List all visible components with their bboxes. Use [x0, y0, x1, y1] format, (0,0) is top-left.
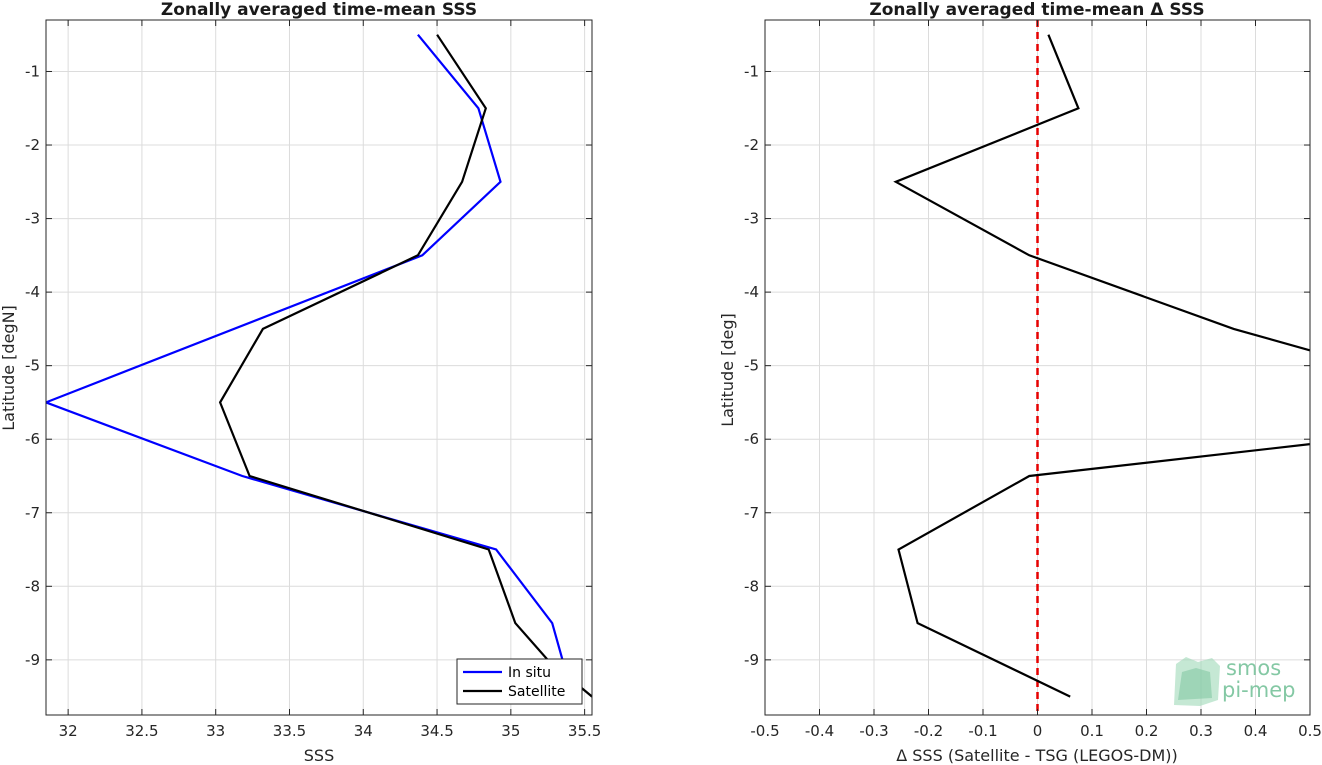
chart-title: Zonally averaged time-mean Δ SSS [869, 0, 1204, 20]
legend: In situ Satellite [456, 658, 583, 705]
y-tick-label: -3 [25, 210, 40, 228]
logo-text-pi-mep: pi-mep [1222, 678, 1295, 702]
x-tick-label: 32 [59, 722, 78, 740]
x-tick-label: 0 [1033, 722, 1043, 740]
y-axis-label: Latitude [degN] [0, 305, 18, 431]
y-tick-label: -9 [744, 651, 759, 669]
x-tick-label: 35 [501, 722, 520, 740]
y-tick-label: -1 [25, 62, 40, 80]
x-tick-label: 0.4 [1244, 722, 1268, 740]
x-axis-label: Δ SSS (Satellite - TSG (LEGOS-DM)) [896, 746, 1178, 765]
x-tick-label: -0.5 [750, 722, 779, 740]
x-tick-label: 32.5 [125, 722, 158, 740]
y-tick-label: -7 [25, 504, 40, 522]
chart-title: Zonally averaged time-mean SSS [161, 0, 477, 20]
delta-sss-profile-chart: -0.5 -0.4 -0.3 -0.2 -0.1 0 0.1 0.2 0.3 0.4 0.5 -1 -2… [718, 0, 1322, 765]
series-line-delta [893, 34, 1310, 698]
y-tick-label: -7 [744, 504, 759, 522]
logo-text-smos: smos [1226, 656, 1281, 680]
x-tick-label: 0.1 [1080, 722, 1104, 740]
smos-pi-mep-logo: smos pi-mep [1174, 656, 1295, 706]
x-tick-label: -0.2 [914, 722, 943, 740]
y-tick-label: -8 [744, 577, 759, 595]
legend-box [456, 658, 583, 705]
x-tick-label: 0.5 [1298, 722, 1322, 740]
series-group [893, 20, 1310, 715]
y-tick-label: -5 [25, 357, 40, 375]
tick-group: -0.5 -0.4 -0.3 -0.2 -0.1 0 0.1 0.2 0.3 0.4 0.5 -1 -2… [744, 20, 1322, 740]
legend-label-in-situ: In situ [508, 665, 551, 681]
tick-group: 32 32.5 33 33.5 34 34.5 35 35.5 -1 -2 -3 -4 -5 -6 -7 -8… [25, 20, 601, 740]
x-axis-label: SSS [304, 746, 334, 765]
y-tick-label: -6 [744, 430, 759, 448]
x-tick-label: -0.3 [859, 722, 888, 740]
logo-mark-icon [1174, 657, 1220, 706]
axes-box [45, 19, 593, 716]
x-tick-label: -0.1 [968, 722, 997, 740]
logo-mark-shade-icon [1178, 668, 1212, 700]
y-tick-label: -2 [25, 136, 40, 154]
x-tick-label: 0.3 [1189, 722, 1213, 740]
sss-profile-chart: 32 32.5 33 33.5 34 34.5 35 35.5 -1 -2 -3 -4 -5 -6 -7 -8… [0, 0, 601, 765]
y-tick-label: -6 [25, 430, 40, 448]
x-tick-label: 0.2 [1135, 722, 1159, 740]
y-tick-label: -4 [25, 283, 40, 301]
grid-lines [46, 20, 592, 715]
series-line-satellite [218, 34, 592, 698]
series-group [46, 34, 592, 698]
y-tick-label: -9 [25, 651, 40, 669]
x-tick-label: 34 [354, 722, 373, 740]
x-tick-label: -0.4 [805, 722, 834, 740]
x-tick-label: 34.5 [420, 722, 453, 740]
y-axis-label: Latitude [deg] [718, 313, 737, 427]
y-tick-label: -2 [744, 136, 759, 154]
x-tick-label: 33 [206, 722, 225, 740]
x-tick-label: 33.5 [273, 722, 306, 740]
x-tick-label: 35.5 [568, 722, 601, 740]
legend-label-satellite: Satellite [508, 684, 565, 700]
y-tick-label: -5 [744, 357, 759, 375]
y-tick-label: -4 [744, 283, 759, 301]
y-tick-label: -8 [25, 577, 40, 595]
y-tick-label: -3 [744, 210, 759, 228]
series-line-in-situ [46, 34, 564, 661]
y-tick-label: -1 [744, 62, 759, 80]
